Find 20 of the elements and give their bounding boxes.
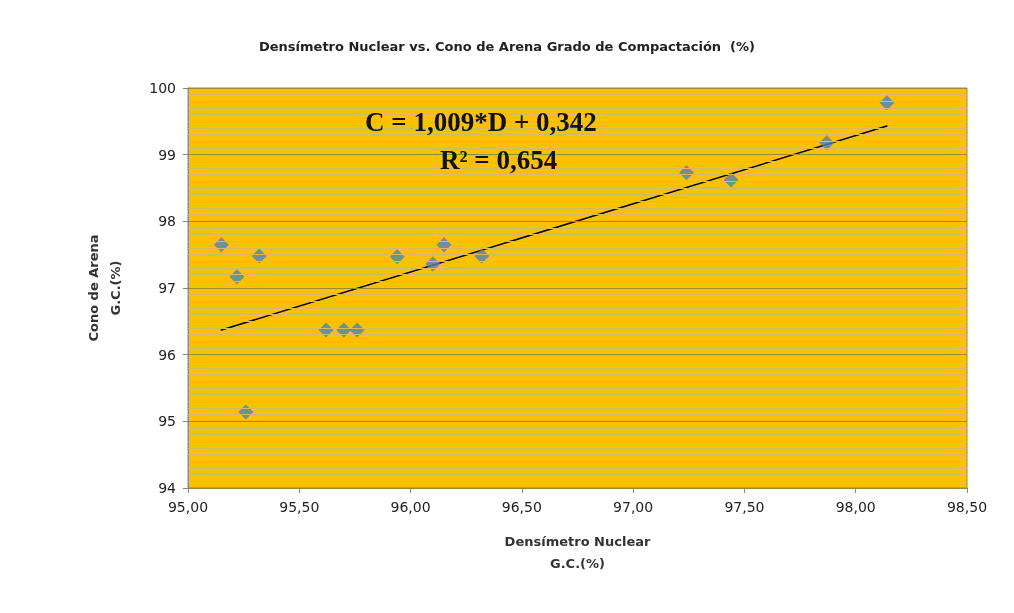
y-tick-label: 97: [158, 280, 176, 296]
y-tick-label: 100: [149, 80, 176, 96]
y-axis-title: Cono de Arena G.C.(%): [85, 234, 123, 342]
x-tick-label: 95,00: [167, 499, 209, 515]
y-tick-label: 99: [158, 146, 176, 163]
y-tick-label: 94: [158, 480, 177, 496]
x-tick-label: 95,50: [279, 499, 320, 515]
x-tick-label: 98,00: [835, 499, 876, 515]
x-tick-label: 96,50: [501, 499, 542, 515]
x-axis-title: Densímetro Nuclear G.C.(%): [504, 533, 651, 571]
annotation: C = 1,009*D + 0,342: [365, 106, 597, 137]
x-tick-label: 97,00: [613, 499, 654, 515]
y-tick-label: 95: [158, 413, 176, 430]
y-tick-label: 96: [158, 346, 177, 363]
x-tick-label: 96,00: [390, 499, 431, 515]
y-tick-label: 98: [158, 213, 176, 230]
x-tick-label: 98,50: [946, 499, 988, 515]
chart-title: Densímetro Nuclear vs. Cono de Arena Grado de Compactación (%): [258, 39, 756, 54]
annotation: R² = 0,654: [440, 144, 558, 175]
x-tick-label: 97,50: [724, 499, 765, 515]
